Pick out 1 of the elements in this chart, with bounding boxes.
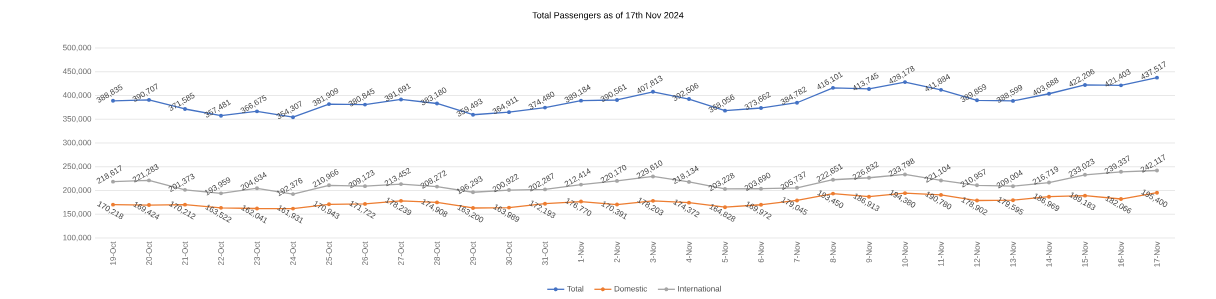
chart-title: Total Passengers as of 17th Nov 2024 (532, 11, 684, 21)
